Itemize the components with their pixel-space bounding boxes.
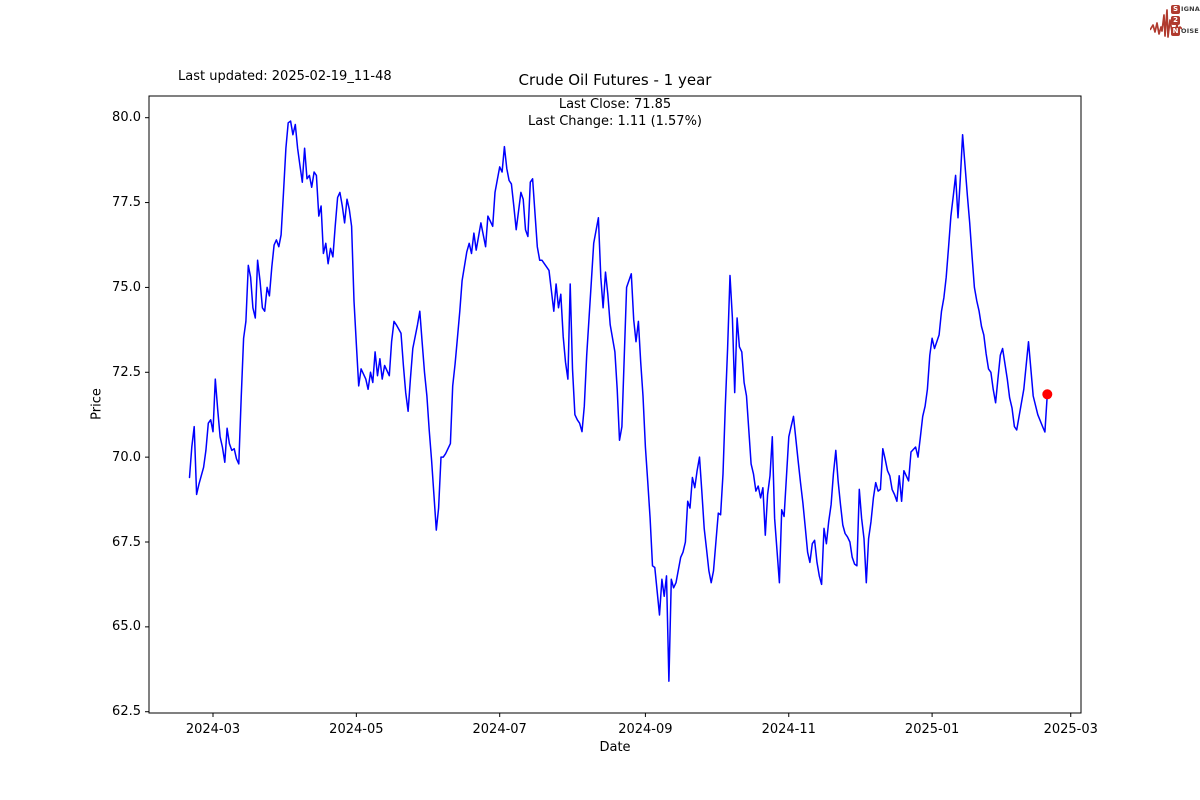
- y-tick-label: 62.5: [112, 704, 141, 720]
- logo-badge: S: [1171, 4, 1180, 14]
- y-axis-label: Price: [89, 388, 105, 420]
- y-tick-label: 80.0: [112, 110, 141, 126]
- x-tick-label: 2024-07: [472, 722, 527, 737]
- y-tick-label: 70.0: [112, 449, 141, 465]
- tick-marks: [145, 117, 1072, 717]
- x-tick-label: 2024-09: [618, 722, 673, 737]
- logo-text: OISE: [1181, 27, 1199, 35]
- x-tick-label: 2025-01: [904, 722, 960, 737]
- logo-badge: 2: [1171, 15, 1180, 25]
- y-tick-label: 67.5: [112, 534, 141, 550]
- annotation-last-change: Last Change: 1.11 (1.57%): [527, 114, 703, 129]
- y-tick-label: 77.5: [112, 195, 141, 211]
- x-tick-label: 2024-03: [185, 722, 241, 737]
- x-tick-label: 2024-05: [329, 722, 384, 737]
- annotation-last-close: Last Close: 71.85: [558, 97, 672, 112]
- x-tick-label: 2024-11: [761, 722, 816, 737]
- logo-badge: N: [1171, 26, 1180, 36]
- y-tick-label: 65.0: [112, 619, 141, 635]
- logo-text: IGNAL: [1181, 5, 1200, 13]
- x-tick-label: 2025-03: [1043, 722, 1098, 737]
- y-tick-label: 75.0: [112, 279, 141, 295]
- y-tick-label: 72.5: [112, 364, 141, 380]
- logo-row: SIGNAL: [1171, 4, 1200, 14]
- x-axis-label: Date: [599, 740, 631, 755]
- logo-row: 2: [1171, 15, 1200, 25]
- page-title: Crude Oil Futures - 1 year: [518, 71, 712, 89]
- last-updated-text: Last updated: 2025-02-19_11-48: [178, 69, 392, 84]
- logo-row: N OISE: [1171, 26, 1200, 36]
- signal-2-noise-logo: SIGNAL2NOISE: [1150, 3, 1200, 41]
- price-line: [188, 120, 1049, 682]
- axes-border: [148, 95, 1082, 714]
- last-close-marker: [1042, 389, 1053, 400]
